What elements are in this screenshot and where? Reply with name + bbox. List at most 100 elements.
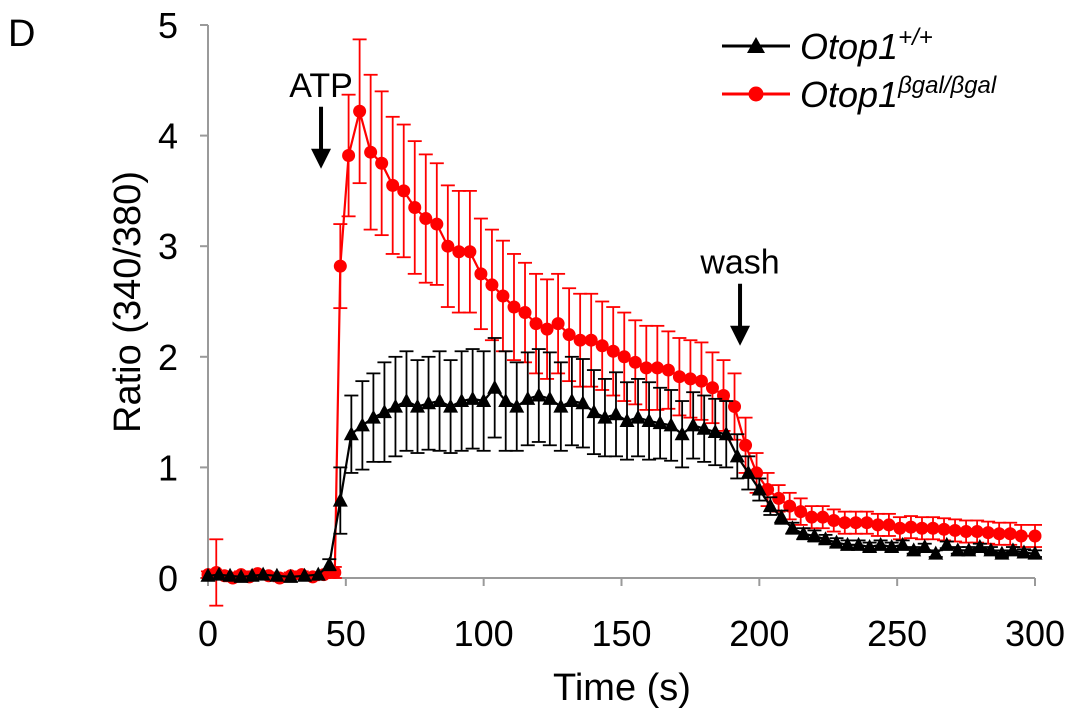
data-point xyxy=(365,409,381,424)
series-layer xyxy=(200,38,1043,607)
data-point xyxy=(696,420,712,435)
data-point xyxy=(1028,529,1042,543)
annotations: ATP wash xyxy=(289,67,780,346)
data-point xyxy=(972,539,988,554)
data-point xyxy=(342,149,356,163)
legend-marker xyxy=(747,37,765,53)
data-point xyxy=(452,245,466,259)
data-point xyxy=(1005,542,1021,557)
x-ticks: 0 50 100 150 200 250 300 xyxy=(198,578,1065,654)
x-tick-label: 0 xyxy=(198,613,218,654)
data-point xyxy=(694,374,708,388)
data-point xyxy=(562,328,576,342)
data-point xyxy=(518,306,532,320)
data-point xyxy=(398,393,414,408)
x-tick-label: 200 xyxy=(729,613,789,654)
data-point xyxy=(639,361,653,375)
data-point xyxy=(376,404,392,419)
series-mutant xyxy=(201,38,1042,607)
data-point xyxy=(641,412,657,427)
data-point xyxy=(432,393,448,408)
data-point xyxy=(608,406,624,421)
data-point xyxy=(485,278,499,292)
data-point xyxy=(661,363,675,377)
data-point xyxy=(244,567,260,582)
data-point xyxy=(628,355,642,369)
data-point xyxy=(904,520,918,534)
data-point xyxy=(928,545,944,560)
data-point xyxy=(762,498,778,513)
data-point xyxy=(860,516,874,530)
data-point xyxy=(542,390,558,405)
data-point xyxy=(663,417,679,432)
annotation-label: ATP xyxy=(289,67,353,105)
data-point xyxy=(454,393,470,408)
y-tick-label: 3 xyxy=(158,226,178,267)
data-point xyxy=(551,317,565,331)
x-tick-label: 150 xyxy=(591,613,651,654)
data-point xyxy=(806,527,822,542)
data-point xyxy=(773,509,789,524)
data-point xyxy=(595,339,609,353)
data-point xyxy=(375,156,389,170)
data-point xyxy=(939,536,955,551)
data-point xyxy=(1027,545,1043,560)
data-point xyxy=(917,539,933,554)
data-point xyxy=(716,389,730,403)
data-point xyxy=(795,525,811,540)
data-point xyxy=(884,539,900,554)
data-point xyxy=(296,567,312,582)
data-point xyxy=(463,245,477,259)
data-point xyxy=(683,372,697,386)
y-tick-label: 1 xyxy=(158,447,178,488)
data-point xyxy=(211,566,227,581)
data-point xyxy=(353,104,367,118)
data-point xyxy=(915,521,929,535)
x-tick-label: 100 xyxy=(454,613,514,654)
data-point xyxy=(783,499,797,513)
data-point xyxy=(573,333,587,347)
data-point xyxy=(540,322,554,336)
data-point xyxy=(772,491,786,505)
legend-label: Otop1+/+ xyxy=(800,24,933,67)
data-point xyxy=(507,300,521,314)
data-point xyxy=(586,404,602,419)
data-point xyxy=(838,516,852,530)
data-point xyxy=(200,567,216,582)
data-point xyxy=(343,426,359,441)
y-tick-label: 2 xyxy=(158,337,178,378)
data-point xyxy=(981,526,995,540)
data-point xyxy=(937,522,951,536)
data-point xyxy=(321,556,337,571)
legend-entry: Otop1+/+ xyxy=(722,24,933,67)
data-point xyxy=(421,395,437,410)
data-point xyxy=(728,400,742,414)
data-point xyxy=(893,521,907,535)
data-point xyxy=(871,518,885,532)
data-point xyxy=(310,566,326,581)
data-point xyxy=(584,333,598,347)
x-tick-label: 50 xyxy=(326,613,366,654)
data-point xyxy=(283,568,299,583)
data-point xyxy=(233,568,249,583)
data-point xyxy=(829,534,845,549)
data-point xyxy=(386,178,400,192)
data-point xyxy=(564,393,580,408)
data-point xyxy=(443,398,459,413)
data-point xyxy=(419,212,433,226)
y-tick-label: 0 xyxy=(158,558,178,599)
data-point xyxy=(498,393,514,408)
data-point xyxy=(740,464,756,479)
data-point xyxy=(718,426,734,441)
data-point xyxy=(606,344,620,358)
data-point xyxy=(476,393,492,408)
annotation-arrow-head xyxy=(730,325,751,346)
x-axis-label: Time (s) xyxy=(553,667,691,709)
data-point xyxy=(926,521,940,535)
legend-entry: Otop1βgal/βgal xyxy=(722,72,997,115)
data-point xyxy=(509,398,525,413)
data-point xyxy=(849,516,863,530)
data-point xyxy=(739,438,753,452)
y-tick-label: 4 xyxy=(158,116,178,157)
